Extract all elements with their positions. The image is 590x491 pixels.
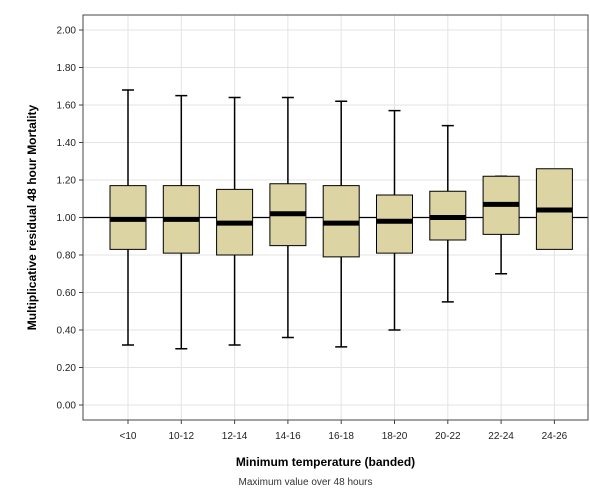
x-tick-label: 10-12 <box>169 431 195 442</box>
box-7 <box>429 124 467 303</box>
y-tick-label: 1.40 <box>57 138 77 149</box>
box-1 <box>109 89 147 346</box>
box-8 <box>482 175 520 275</box>
y-tick-label: 1.60 <box>57 101 77 112</box>
y-tick-label: 0.00 <box>57 401 77 412</box>
box-4 <box>269 96 307 339</box>
y-tick-label: 1.80 <box>57 63 77 74</box>
x-tick-labels: <10 10-12 12-14 14-16 16-18 18-20 20-22 22-24 24… <box>120 420 568 442</box>
x-tick-label: 18-20 <box>382 431 408 442</box>
box-3 <box>216 96 254 346</box>
y-tick-label: 0.40 <box>57 326 77 337</box>
boxes-group <box>109 89 573 350</box>
iqr-box <box>376 194 413 254</box>
x-tick-label: 22-24 <box>488 431 514 442</box>
y-tick-label: 0.60 <box>57 288 77 299</box>
box-5 <box>322 100 360 348</box>
x-axis-title: Minimum temperature (banded) <box>236 455 415 469</box>
y-tick-labels: 0.00 0.20 0.40 0.60 0.80 1.00 1.20 1.40 1.60 1.80… <box>57 26 83 412</box>
y-tick-label: 0.20 <box>57 363 77 374</box>
x-tick-label: <10 <box>120 431 137 442</box>
x-tick-label: 24-26 <box>542 431 568 442</box>
box-9 <box>535 168 573 250</box>
x-axis-subtitle: Maximum value over 48 hours <box>239 477 373 488</box>
y-tick-label: 0.80 <box>57 251 77 262</box>
x-tick-label: 14-16 <box>275 431 301 442</box>
y-axis-title: Multiplicative residual 48 hour Mortalit… <box>25 104 39 330</box>
x-tick-label: 16-18 <box>328 431 354 442</box>
box-2 <box>162 94 200 350</box>
y-tick-label: 1.00 <box>57 213 77 224</box>
box-6 <box>376 109 413 331</box>
y-tick-label: 2.00 <box>57 26 77 37</box>
x-tick-label: 20-22 <box>435 431 461 442</box>
x-tick-label: 12-14 <box>222 431 248 442</box>
y-tick-label: 1.20 <box>57 176 77 187</box>
